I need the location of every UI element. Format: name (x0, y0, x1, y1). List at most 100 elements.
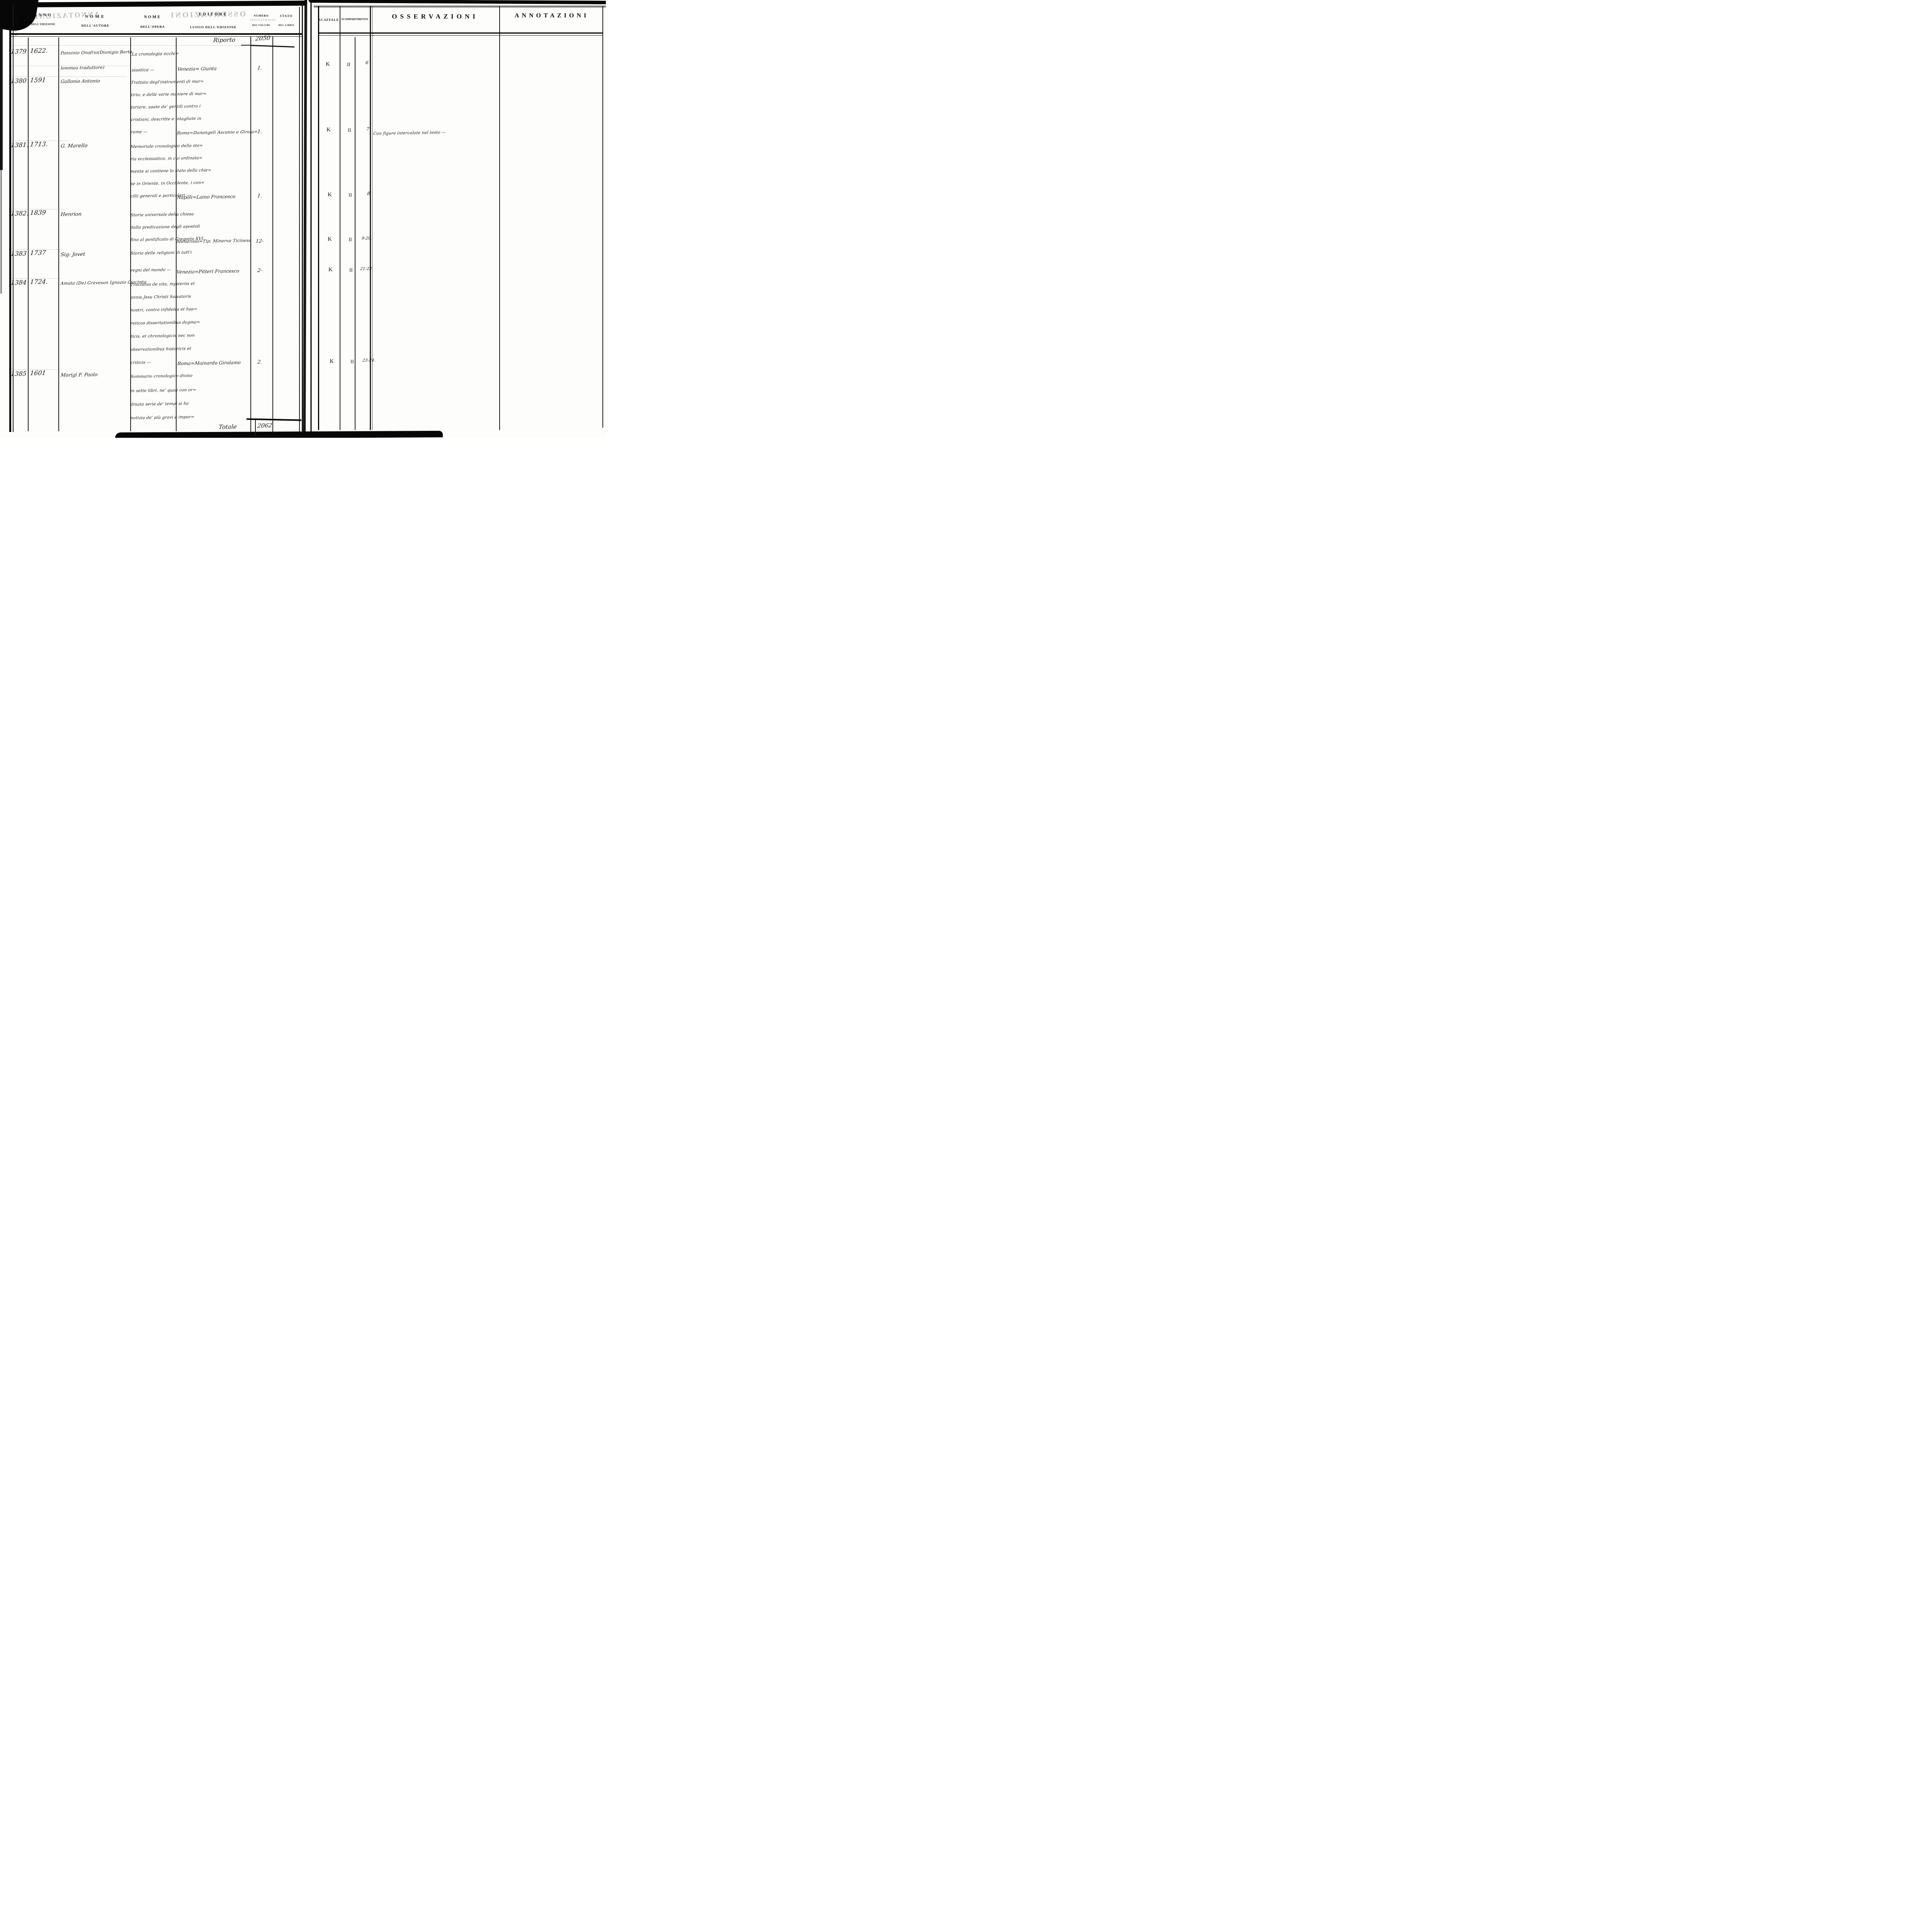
column-rule-numero-stato (272, 36, 273, 433)
entry-volumi: 12- (255, 238, 264, 244)
entry-osservazioni: Con figure intercalate nel testo — (373, 130, 446, 136)
entry-libro: 8 (367, 190, 371, 196)
entry-volumi: 1. (257, 65, 263, 71)
column-header-autore-sub: DELL'AUTORE (81, 24, 110, 27)
entry-opera-line: dalla predicazione degli apostoli (130, 224, 201, 230)
entry-opera-line: La cronologia eccle= (131, 51, 179, 57)
column-header-anno-sub: DELL'EDIZIONE (31, 23, 56, 26)
entry-anno: 1622. (29, 47, 48, 54)
guide-dotted-line (11, 278, 61, 279)
guide-dotted-line (11, 45, 247, 46)
entry-author-line: Henrion (60, 211, 82, 218)
entry-scaffale: K (326, 61, 330, 67)
scan-left-edge (0, 0, 3, 170)
column-rule-editore-numero (250, 36, 251, 433)
totale-box-inner-rule (255, 420, 256, 436)
column-header-scompartimento: SCOMPARTIMENTO (341, 18, 368, 21)
entry-scompartimento: II (347, 61, 350, 67)
entry-no: 1380 (10, 77, 27, 85)
right-page-border-left (318, 6, 319, 430)
entry-libro: 7 (366, 126, 370, 132)
riporto-label: Riporto (213, 36, 236, 44)
entry-volumi: 1. (257, 129, 263, 135)
column-header-numero-sub: DEI VOLUMI (252, 24, 270, 27)
column-rule-opera-editore (176, 37, 177, 431)
scan-top-bar-left (0, 0, 307, 8)
riporto-underline (241, 45, 251, 46)
entry-scompartimento: II (349, 236, 352, 242)
column-rule-progressivo-anno (28, 37, 29, 431)
scan-left-edge-lower (0, 170, 2, 294)
column-rule-osservazioni-annotazioni (499, 7, 500, 430)
entry-opera-line: cristiani, descritte e intagliate in (131, 116, 202, 122)
entry-no: 1385 (10, 370, 27, 378)
entry-editore: Mendrisio=Tip: Minerva Ticinese (176, 238, 252, 244)
guide-dotted-line (11, 369, 61, 370)
scan-bottom-bar (115, 430, 443, 438)
entry-libro: 21-22. (360, 266, 374, 271)
entry-opera-line: dinata serie de' tempi si ha (130, 401, 189, 407)
scan-top-bar-right (308, 0, 606, 5)
column-header-opera-title: NOME (144, 15, 162, 19)
right-header-rule-thin (318, 35, 603, 36)
column-header-osservazioni: OSSERVAZIONI (392, 13, 478, 20)
entry-anno: 1737 (29, 249, 46, 257)
entry-opera-line: Memoriale cronologico della sto= (130, 143, 203, 149)
entry-scaffale: K (328, 236, 332, 242)
entry-opera-line: siastica — (131, 67, 155, 73)
column-header-annotazioni: ANNOTAZIONI (514, 12, 589, 19)
entry-opera-line: nostri, contra infideles et hae= (130, 306, 198, 313)
entry-editore: Roma=Donangeli Ascanio e Girola= (177, 129, 258, 136)
entry-opera-line: rame — (131, 129, 148, 134)
entry-scompartimento: II (349, 192, 352, 198)
entry-anno: 1601 (29, 369, 46, 377)
entry-opera-line: mente si contiene lo stato della chie= (130, 168, 212, 174)
entry-anno: 1839 (29, 209, 46, 216)
entry-volumi: 1. (257, 193, 263, 199)
totale-value: 2062 (257, 422, 273, 429)
entry-scompartimento: II (350, 359, 354, 364)
entry-anno: 1591 (29, 76, 46, 84)
left-page-border-right-inner (299, 7, 300, 432)
entry-volumi: 2- (257, 267, 263, 274)
entry-author-line: lommeo traduttore) (60, 65, 105, 71)
book-spine-shadow-right (310, 0, 312, 435)
entry-opera-line: Storia universale della chiesa (130, 212, 194, 218)
entry-no: 1379 (10, 48, 27, 55)
entry-opera-line: ticis, et chronologicis nec non (130, 333, 195, 339)
entry-opera-line: Storia delle religioni di tutt'i (130, 250, 192, 256)
entry-no: 1381. (10, 141, 29, 149)
column-header-autore-title: NOME (85, 14, 106, 19)
book-spine-shadow-left (303, 0, 307, 438)
entry-editore: Venezia=Pitteri Francesco (176, 268, 240, 275)
entry-libro: 23-24. (362, 358, 376, 363)
entry-author-line: Panvinio Onofrio(Dionigio Barto (60, 49, 133, 56)
entry-scaffale: K (327, 127, 331, 133)
entry-no: 1382. (10, 209, 29, 217)
entry-no: 1383 (10, 250, 27, 257)
entry-author-line: Sig: Jovet (60, 251, 86, 258)
column-header-anno-title: ANNO (34, 13, 53, 17)
left-page-border-left-heavy (9, 4, 11, 432)
left-page-border-right-outer (302, 5, 303, 433)
entry-opera-line: toriare, usate da' gentili contro i (131, 104, 201, 110)
entry-anno: 1713. (29, 140, 48, 148)
bleedthrough-text: ANNOTAZIONI (34, 10, 100, 21)
entry-author-line: G. Marello (60, 143, 88, 149)
entry-no: 1384 (10, 279, 27, 286)
entry-scompartimento: II (349, 267, 353, 273)
column-header-editore-sub: LUOGO DELL'EDIZIONE (190, 25, 237, 29)
column-header-scaffale: SCAFFALE (318, 18, 339, 22)
column-header-numero-title: NUMERO (253, 14, 269, 17)
entry-opera-line: annis Jesu Christi Salvatoris (130, 294, 192, 300)
entry-libro: 6 (365, 60, 369, 65)
entry-libro: 9-20. (361, 236, 372, 241)
scan-corner-blob (0, 0, 39, 34)
column-header-progressivo: N.° progressivo (15, 13, 18, 36)
entry-opera-line: criticis — (130, 360, 151, 365)
bleedthrough-text: OSSERVAZIONI (250, 18, 276, 22)
entry-opera-line: reticos dissertationibus dogma= (130, 320, 201, 326)
entry-opera-line: tirio, e delle varie maniere di mar= (131, 91, 207, 97)
entry-opera-line: Trattato degl'instrumenti di mar= (131, 79, 204, 85)
entry-opera-line: observationibus historicis et (130, 346, 192, 352)
